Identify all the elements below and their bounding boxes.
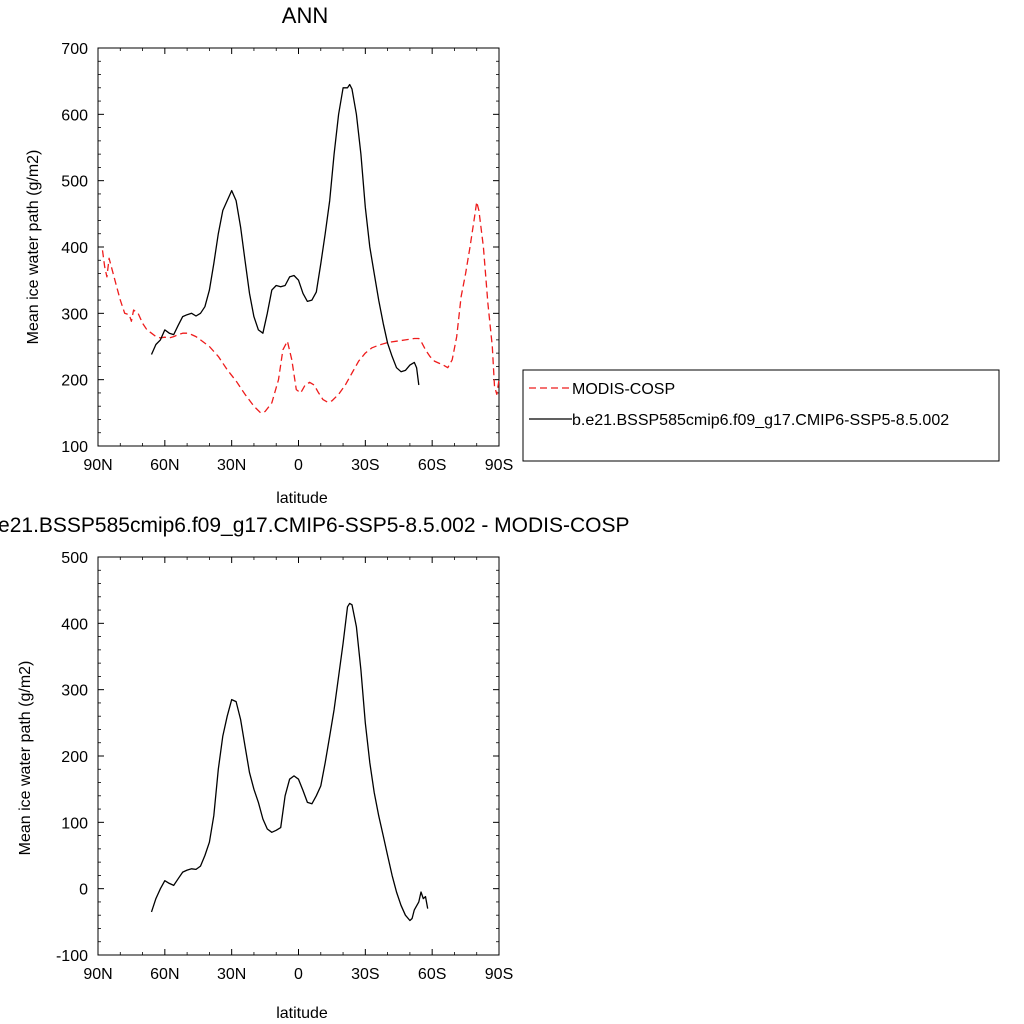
x-tick-label: 0	[294, 457, 303, 474]
x-axis-label: latitude	[276, 490, 328, 507]
grid-ticks	[97, 556, 500, 956]
series-lines	[150, 602, 429, 922]
series-lines	[101, 83, 500, 414]
y-tick-label: 400	[61, 240, 88, 257]
chart-title: b.e21.BSSP585cmip6.f09_g17.CMIP6-SSP5-8.…	[0, 514, 629, 537]
series-line-model	[150, 83, 420, 386]
plot-area-frame	[97, 47, 500, 447]
x-tick-label: 30N	[217, 457, 246, 474]
x-tick-label: 60S	[418, 457, 446, 474]
series-line-model	[150, 602, 429, 922]
x-tick-label: 0	[294, 966, 303, 983]
chart-title: ANN	[282, 3, 328, 28]
chart-panel-difference: b.e21.BSSP585cmip6.f09_g17.CMIP6-SSP5-8.…	[0, 514, 629, 1022]
x-tick-label: 30S	[351, 966, 379, 983]
series-line-modis	[101, 201, 500, 414]
y-tick-label: 200	[61, 749, 88, 766]
x-tick-label: 90S	[485, 457, 513, 474]
legend-label-model: b.e21.BSSP585cmip6.f09_g17.CMIP6-SSP5-8.…	[572, 412, 949, 429]
y-tick-label: 700	[61, 41, 88, 58]
y-tick-label: 100	[61, 815, 88, 832]
x-axis-label: latitude	[276, 1005, 328, 1022]
y-tick-label: 300	[61, 306, 88, 323]
legend: MODIS-COSP b.e21.BSSP585cmip6.f09_g17.CM…	[522, 369, 1000, 462]
y-tick-labels: -100 0 100 200 300 400 500	[56, 550, 88, 965]
x-tick-label: 30N	[217, 966, 246, 983]
x-tick-label: 60N	[150, 966, 179, 983]
y-tick-label: 300	[61, 683, 88, 700]
y-tick-label: -100	[56, 948, 88, 965]
x-tick-label: 60S	[418, 966, 446, 983]
y-tick-label: 400	[61, 616, 88, 633]
y-axis-label: Mean ice water path (g/m2)	[25, 150, 42, 345]
x-tick-label: 90N	[83, 457, 112, 474]
y-axis-label: Mean ice water path (g/m2)	[17, 661, 34, 856]
legend-box	[522, 369, 1000, 462]
y-tick-label: 200	[61, 373, 88, 390]
x-tick-labels: 90N 60N 30N 0 30S 60S 90S	[83, 457, 513, 474]
x-tick-labels: 90N 60N 30N 0 30S 60S 90S	[83, 966, 513, 983]
y-tick-label: 100	[61, 439, 88, 456]
plot-area-frame	[97, 556, 500, 956]
x-tick-label: 30S	[351, 457, 379, 474]
y-tick-label: 600	[61, 107, 88, 124]
y-tick-labels: 100 200 300 400 500 600 700	[61, 41, 88, 456]
x-tick-label: 60N	[150, 457, 179, 474]
x-tick-label: 90S	[485, 966, 513, 983]
y-tick-label: 0	[79, 882, 88, 899]
grid-ticks	[97, 47, 500, 447]
x-tick-label: 90N	[83, 966, 112, 983]
chart-panel-annual: ANN 90N 60N 30N 0 30S 60S 90S 100 200 300 400 500 6…	[25, 3, 1000, 507]
y-tick-label: 500	[61, 174, 88, 191]
y-tick-label: 500	[61, 550, 88, 567]
legend-label-modis: MODIS-COSP	[572, 381, 675, 398]
